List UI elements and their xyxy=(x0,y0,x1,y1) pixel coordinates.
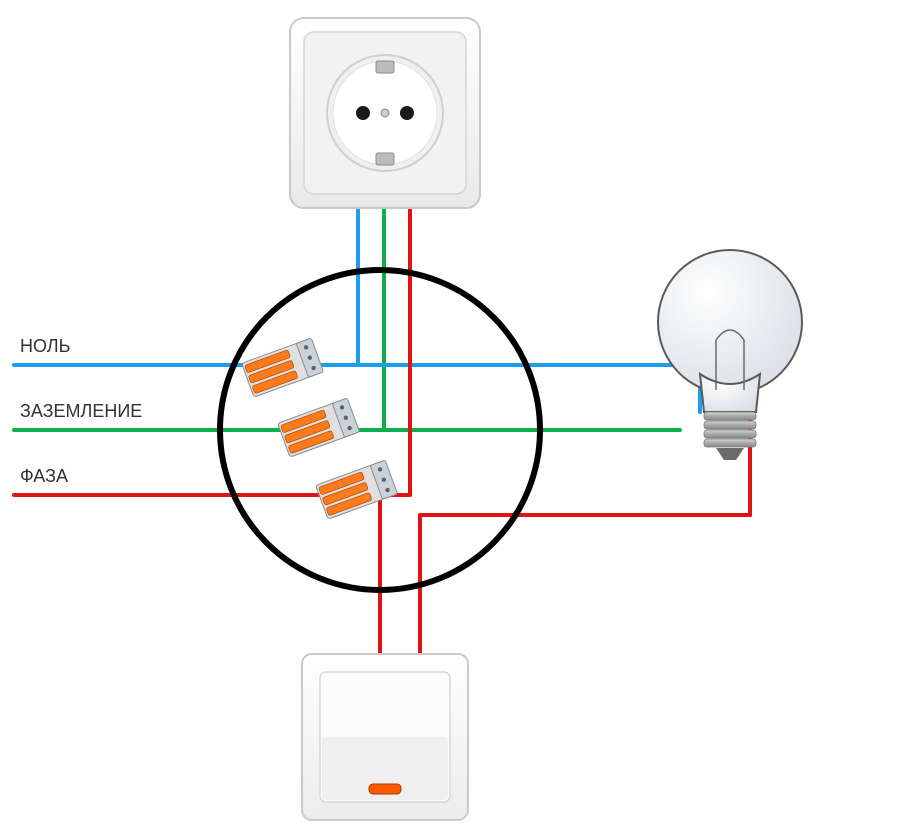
label-phase: ФАЗА xyxy=(20,466,68,486)
label-neutral: НОЛЬ xyxy=(20,336,70,356)
light-switch xyxy=(302,654,468,820)
power-socket xyxy=(290,18,480,208)
label-ground: ЗАЗЕМЛЕНИЕ xyxy=(20,401,142,421)
wiring-diagram: НОЛЬ ЗАЗЕМЛЕНИЕ ФАЗА xyxy=(0,0,900,826)
